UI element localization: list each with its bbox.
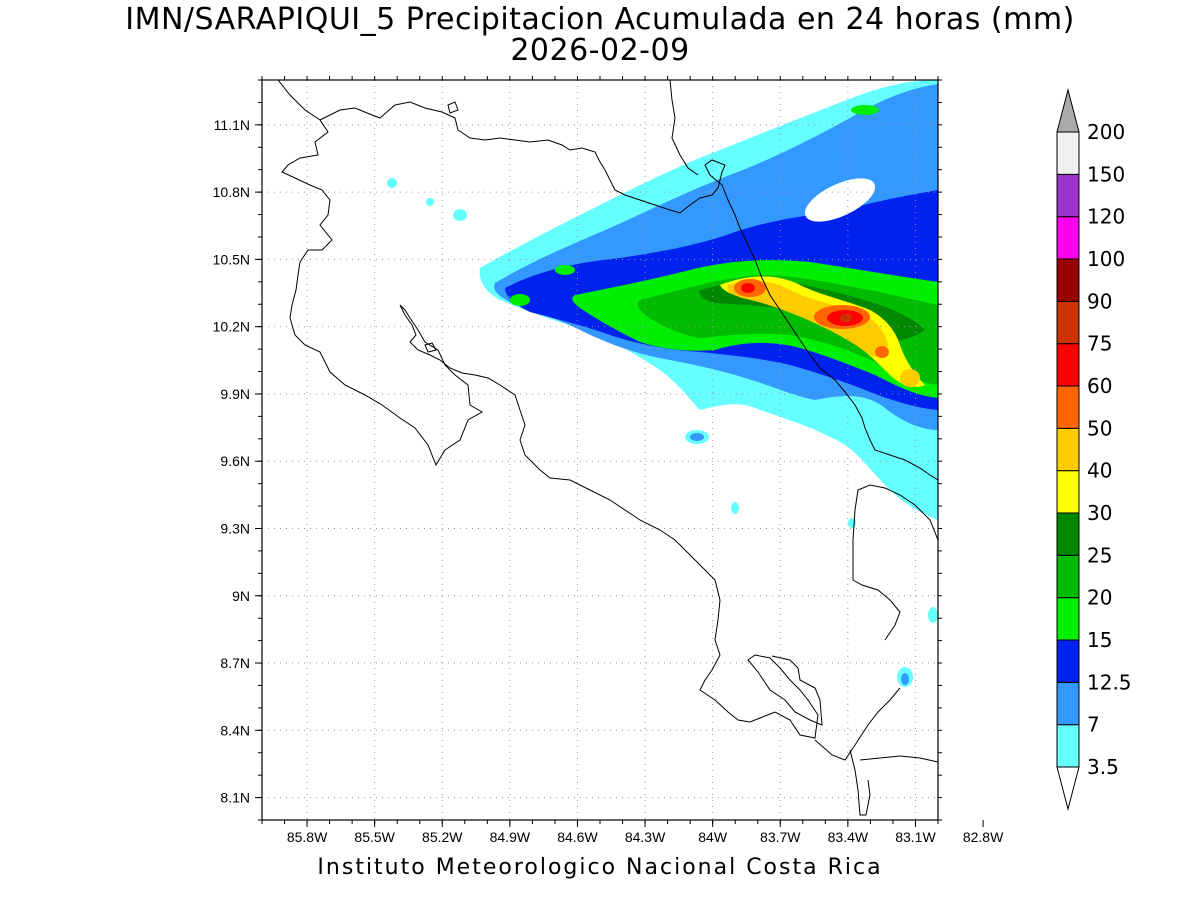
legend-level-label: 100 bbox=[1087, 247, 1125, 271]
lat-tick-label: 10.2N bbox=[213, 319, 250, 335]
lat-tick-label: 9.6N bbox=[220, 453, 250, 469]
legend-level-label: 60 bbox=[1087, 374, 1112, 398]
precip-spot bbox=[900, 369, 920, 387]
lon-tick-label: 84.3W bbox=[625, 829, 666, 845]
legend-color-box bbox=[1056, 470, 1080, 514]
legend-level-label: 15 bbox=[1087, 628, 1112, 652]
precip-spot bbox=[510, 294, 530, 306]
lat-tick-label: 8.4N bbox=[220, 722, 250, 738]
panama-coast-south bbox=[859, 755, 938, 763]
map-title: IMN/SARAPIQUI_5 Precipitacion Acumulada … bbox=[125, 2, 1075, 37]
lat-tick-label: 11.1N bbox=[214, 117, 250, 133]
precip-spot bbox=[928, 607, 938, 623]
lon-tick-label: 84W bbox=[698, 829, 728, 845]
precip-spot bbox=[426, 198, 434, 206]
lat-tick-label: 8.7N bbox=[220, 655, 250, 671]
legend-level-label: 120 bbox=[1087, 205, 1125, 229]
lon-tick-label: 83.7W bbox=[760, 829, 801, 845]
lon-tick-label: 85.2W bbox=[422, 829, 463, 845]
color-legend: 3.5 7 12.5 15 20 25 30 40 50 60 75 90 100 120 150 200 bbox=[1056, 88, 1132, 811]
no-precip-gap bbox=[804, 178, 876, 222]
precip-spot bbox=[731, 502, 739, 514]
lat-tick-label: 8.1N bbox=[220, 790, 250, 806]
precip-spot bbox=[453, 209, 467, 221]
legend-color-box bbox=[1056, 173, 1080, 218]
lon-tick-label: 85.8W bbox=[287, 829, 328, 845]
precip-spot bbox=[741, 283, 755, 293]
precip-area-40 bbox=[727, 280, 888, 357]
map-date: 2026-02-09 bbox=[510, 33, 690, 68]
legend-color-box bbox=[1056, 512, 1080, 556]
lat-tick-label: 9.3N bbox=[220, 520, 250, 536]
lat-tick-label: 10.5N bbox=[213, 251, 250, 267]
nicaragua-coastline bbox=[277, 80, 823, 739]
caribbean-coast-nicaragua bbox=[669, 80, 699, 176]
legend-color-box bbox=[1056, 597, 1080, 641]
legend-over-arrow bbox=[1056, 88, 1080, 133]
footer-credit: Instituto Meteorologico Nacional Costa R… bbox=[317, 855, 883, 880]
legend-level-label: 40 bbox=[1087, 459, 1112, 483]
legend-level-label: 200 bbox=[1087, 120, 1125, 144]
precip-spot bbox=[851, 105, 879, 115]
legend-color-box bbox=[1056, 639, 1080, 683]
lon-tick-label: 84.6W bbox=[557, 829, 598, 845]
precip-spot bbox=[555, 265, 575, 275]
legend-level-label: 12.5 bbox=[1087, 670, 1132, 694]
lon-tick-label: 85.5W bbox=[354, 829, 395, 845]
legend-color-box bbox=[1056, 300, 1080, 345]
precip-spot bbox=[875, 346, 889, 358]
precip-spot bbox=[901, 673, 909, 685]
coastlines-and-borders bbox=[277, 80, 938, 816]
island-nicoya bbox=[424, 342, 437, 353]
legend-color-box bbox=[1056, 724, 1080, 768]
legend-color-box bbox=[1056, 681, 1080, 726]
lake-nicaragua bbox=[447, 101, 459, 114]
legend-under-arrow bbox=[1056, 766, 1080, 811]
lake-border-north bbox=[319, 101, 938, 481]
lon-tick-label: 83.1W bbox=[895, 829, 936, 845]
legend-color-box bbox=[1056, 131, 1080, 175]
legend-level-label: 20 bbox=[1087, 586, 1112, 610]
precipitation-field bbox=[387, 80, 938, 687]
legend-level-label: 3.5 bbox=[1087, 755, 1119, 779]
legend-level-label: 75 bbox=[1087, 332, 1112, 356]
lat-tick-label: 9.9N bbox=[220, 386, 250, 402]
precip-spot bbox=[690, 433, 704, 441]
costa-rica-panama-coast bbox=[814, 687, 901, 761]
legend-level-label: 150 bbox=[1087, 162, 1125, 186]
lon-tick-label: 83.4W bbox=[828, 829, 869, 845]
precip-spot bbox=[840, 314, 852, 322]
legend-level-label: 30 bbox=[1087, 501, 1112, 525]
legend-level-label: 50 bbox=[1087, 416, 1112, 440]
lat-tick-label: 9N bbox=[232, 588, 250, 604]
lon-tick-label: 84.9W bbox=[490, 829, 531, 845]
precip-spot bbox=[387, 178, 397, 188]
legend-color-box bbox=[1056, 385, 1080, 429]
legend-level-label: 90 bbox=[1087, 289, 1112, 313]
legend-color-box bbox=[1056, 343, 1080, 387]
map-axes: 85.8W 85.5W 85.2W 84.9W 84.6W 84.3W 84W 83.7W 83… bbox=[213, 76, 1004, 845]
lon-tick-label: 82.8W bbox=[963, 829, 1004, 845]
legend-color-box bbox=[1056, 427, 1080, 472]
legend-level-label: 25 bbox=[1087, 543, 1112, 567]
lat-tick-label: 10.8N bbox=[213, 184, 250, 200]
legend-level-label: 7 bbox=[1087, 713, 1100, 737]
burica-peninsula bbox=[849, 749, 871, 816]
legend-color-box bbox=[1056, 554, 1080, 599]
legend-color-box bbox=[1056, 216, 1080, 260]
legend-color-box bbox=[1056, 258, 1080, 302]
panama-border bbox=[852, 484, 938, 641]
